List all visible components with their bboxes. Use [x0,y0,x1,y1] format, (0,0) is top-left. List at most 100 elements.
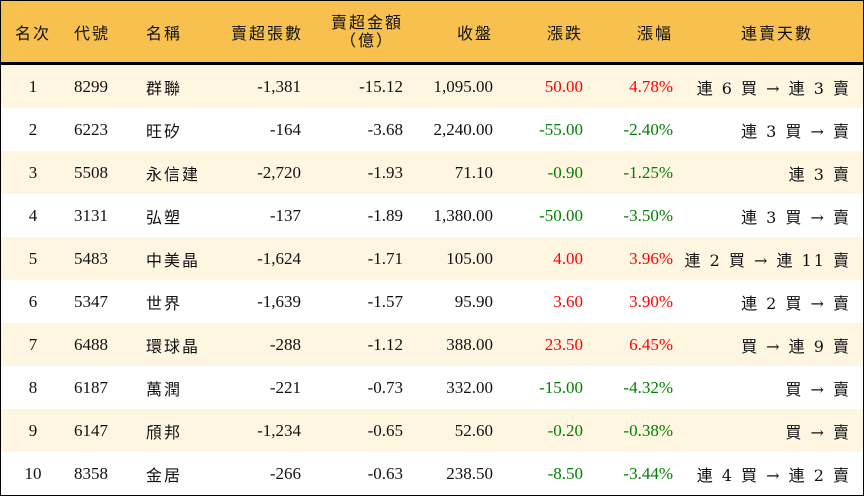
cell-code: 6488 [74,334,108,354]
cell-change: 3.60 [553,291,583,311]
header-pct: 漲幅 [636,23,673,43]
cell-code: 5483 [74,248,108,268]
cell-close: 238.50 [446,463,493,483]
cell-shares: -221 [269,377,301,397]
cell-name: 中美晶 [146,250,201,270]
cell-change: 23.50 [544,334,583,354]
table-header: 名次 代號 名稱 賣超張數 賣超金額 （億） 收盤 漲跌 漲幅 連賣天數 [1,1,863,65]
cell-streak: 連 3 買 → 賣 [741,207,851,227]
header-streak: 連賣天數 [740,23,813,43]
cell-pct: -3.44% [623,463,673,483]
cell-rank: 5 [28,248,38,268]
table-row: 6 5347 世界 -1,639 -1.57 95.90 3.60 3.90% 連 2 買 → … [1,280,863,323]
cell-streak: 買 → 賣 [785,379,851,399]
table-row: 1 8299 群聯 -1,381 -15.12 1,095.00 50.00 4.78% 連 6… [1,65,863,108]
cell-pct: 6.45% [629,334,673,354]
cell-code: 3131 [74,205,108,225]
cell-streak: 連 3 賣 [788,164,851,184]
cell-rank: 9 [28,420,38,440]
header-change: 漲跌 [546,23,583,43]
cell-shares: -2,720 [257,162,301,182]
cell-name: 世界 [146,293,183,313]
header-amount: 賣超金額 （億） [301,13,403,50]
cell-streak: 連 3 買 → 賣 [741,121,851,141]
cell-amount: -1.89 [367,205,403,225]
cell-close: 1,380.00 [433,205,494,225]
table-row: 9 6147 頎邦 -1,234 -0.65 52.60 -0.20 -0.38% 買 → 賣 [1,409,863,452]
cell-shares: -266 [269,463,301,483]
cell-name: 群聯 [146,78,183,98]
cell-close: 1,095.00 [433,76,494,96]
cell-rank: 10 [24,463,42,483]
cell-streak: 連 6 買 → 連 3 賣 [696,78,851,98]
cell-pct: 3.96% [629,248,673,268]
cell-streak: 連 2 買 → 連 11 賣 [684,250,851,270]
cell-rank: 4 [28,205,38,225]
cell-shares: -1,639 [257,291,301,311]
cell-change: -15.00 [539,377,583,397]
cell-pct: -1.25% [623,162,673,182]
table-row: 5 5483 中美晶 -1,624 -1.71 105.00 4.00 3.96% 連 2 買 … [1,237,863,280]
cell-name: 萬潤 [146,379,183,399]
cell-code: 5508 [74,162,108,182]
cell-shares: -288 [269,334,301,354]
cell-rank: 7 [28,334,38,354]
table-body: 1 8299 群聯 -1,381 -15.12 1,095.00 50.00 4.78% 連 6… [1,65,863,495]
header-shares: 賣超張數 [231,23,304,43]
cell-change: -50.00 [539,205,583,225]
cell-rank: 6 [28,291,38,311]
cell-amount: -1.57 [367,291,403,311]
cell-amount: -1.12 [367,334,403,354]
cell-code: 5347 [74,291,108,311]
cell-close: 95.90 [454,291,493,311]
cell-shares: -1,624 [257,248,301,268]
header-code: 代號 [74,23,111,43]
cell-pct: -4.32% [623,377,673,397]
table-row: 3 5508 永信建 -2,720 -1.93 71.10 -0.90 -1.25% 連 3 賣 [1,151,863,194]
cell-amount: -0.63 [367,463,403,483]
cell-rank: 8 [28,377,38,397]
cell-amount: -15.12 [359,76,403,96]
table-row: 7 6488 環球晶 -288 -1.12 388.00 23.50 6.45% 買 → 連 9… [1,323,863,366]
cell-shares: -164 [269,119,301,139]
cell-name: 弘塑 [146,207,183,227]
cell-streak: 連 2 買 → 賣 [741,293,851,313]
table-row: 10 8358 金居 -266 -0.63 238.50 -8.50 -3.44% 連 4 買 … [1,452,863,495]
cell-rank: 2 [28,119,38,139]
cell-code: 8299 [74,76,108,96]
cell-change: -8.50 [547,463,583,483]
cell-amount: -0.73 [367,377,403,397]
cell-close: 105.00 [446,248,493,268]
cell-name: 永信建 [146,164,201,184]
cell-name: 環球晶 [146,336,201,356]
cell-pct: 4.78% [629,76,673,96]
cell-change: -55.00 [539,119,583,139]
cell-pct: 3.90% [629,291,673,311]
cell-shares: -137 [269,205,301,225]
cell-code: 6187 [74,377,108,397]
cell-shares: -1,234 [257,420,301,440]
table-row: 2 6223 旺矽 -164 -3.68 2,240.00 -55.00 -2.40% 連 3 … [1,108,863,151]
cell-shares: -1,381 [257,76,301,96]
cell-close: 2,240.00 [433,119,494,139]
header-rank: 名次 [14,23,51,43]
cell-amount: -0.65 [367,420,403,440]
cell-pct: -0.38% [623,420,673,440]
cell-change: -0.20 [547,420,583,440]
cell-close: 71.10 [454,162,493,182]
header-amount-unit: （億） [339,30,394,50]
cell-change: 4.00 [553,248,583,268]
cell-rank: 1 [28,76,38,96]
header-name: 名稱 [146,23,183,43]
cell-rank: 3 [28,162,38,182]
cell-code: 6147 [74,420,108,440]
cell-change: -0.90 [547,162,583,182]
cell-code: 6223 [74,119,108,139]
cell-amount: -1.71 [367,248,403,268]
cell-close: 52.60 [454,420,493,440]
cell-pct: -3.50% [623,205,673,225]
cell-name: 金居 [146,465,183,485]
cell-close: 388.00 [446,334,493,354]
cell-code: 8358 [74,463,108,483]
